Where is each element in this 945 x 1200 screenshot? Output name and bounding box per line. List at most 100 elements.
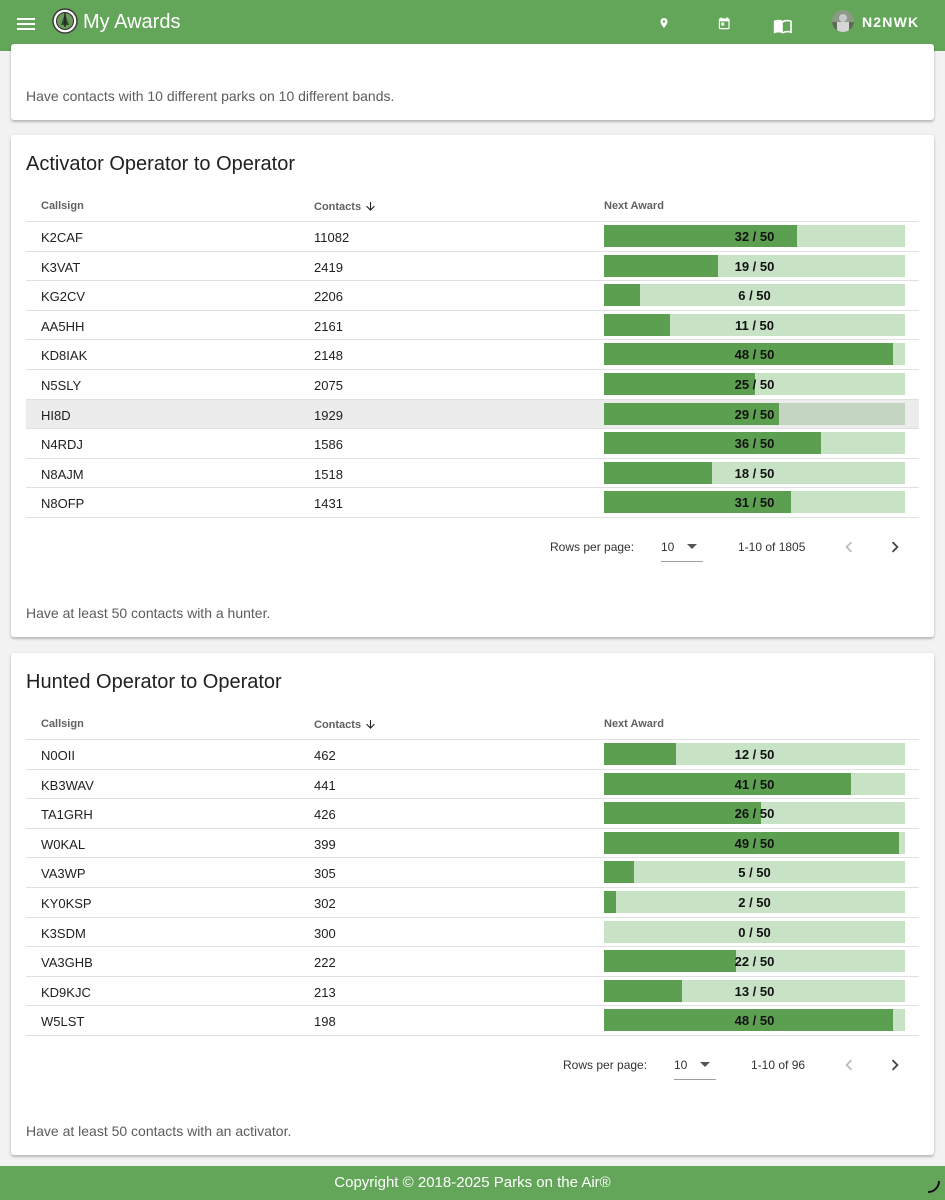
award-description: Have contacts with 10 different parks on… (26, 88, 395, 104)
rows-per-page-select[interactable]: 10 (674, 1050, 716, 1080)
progress-fill (604, 950, 737, 973)
menu-icon[interactable] (14, 12, 38, 36)
page-title: My Awards (83, 11, 181, 33)
table-row[interactable]: N8AJM 1518 18 / 50 (26, 459, 919, 489)
column-callsign[interactable]: Callsign (41, 200, 84, 212)
pagination: Rows per page: 10 1-10 of 1805 (550, 532, 910, 562)
progress-label: 19 / 50 (734, 258, 775, 274)
award-progress-bar: 49 / 50 (604, 831, 905, 854)
table-row[interactable]: KG2CV 2206 6 / 50 (26, 281, 919, 311)
table-row[interactable]: KD9KJC 213 13 / 50 (26, 977, 919, 1007)
table-row[interactable]: K3SDM 300 0 / 50 (26, 918, 919, 948)
callsign-cell: VA3GHB (41, 955, 93, 971)
dropdown-arrow-icon (687, 544, 697, 549)
progress-label: 11 / 50 (734, 317, 775, 333)
contacts-cell: 1518 (314, 466, 343, 482)
award-card-multiband: Have contacts with 10 different parks on… (11, 44, 934, 120)
contacts-cell: 2075 (314, 377, 343, 393)
progress-label: 26 / 50 (734, 806, 775, 822)
arrow-down-icon[interactable] (364, 200, 377, 213)
callsign-cell: N5SLY (41, 377, 82, 393)
table-row[interactable]: KB3WAV 441 41 / 50 (26, 770, 919, 800)
table-row[interactable]: AA5HH 2161 11 / 50 (26, 311, 919, 341)
page-range: 1-10 of 1805 (738, 540, 806, 554)
progress-label: 25 / 50 (734, 376, 775, 392)
award-progress-bar: 22 / 50 (604, 950, 905, 973)
table-row[interactable]: K3VAT 2419 19 / 50 (26, 252, 919, 282)
column-contacts[interactable]: Contacts (314, 718, 377, 731)
column-contacts[interactable]: Contacts (314, 200, 377, 213)
award-card-activator: Activator Operator to Operator Callsign … (11, 135, 934, 637)
award-progress-bar: 2 / 50 (604, 890, 905, 913)
progress-label: 49 / 50 (734, 835, 775, 851)
rows-per-page-select[interactable]: 10 (661, 532, 703, 562)
page-range: 1-10 of 96 (751, 1058, 806, 1072)
column-callsign[interactable]: Callsign (41, 718, 84, 730)
award-progress-bar: 29 / 50 (604, 402, 905, 425)
table-row[interactable]: KD8IAK 2148 48 / 50 (26, 340, 919, 370)
callsign-cell: KY0KSP (41, 895, 92, 911)
table-body: K2CAF 11082 32 / 50 K3VAT 2419 19 / 50 KG2CV 22… (26, 222, 919, 518)
callsign-cell: KD8IAK (41, 348, 88, 364)
contacts-cell: 1586 (314, 437, 343, 453)
award-progress-bar: 12 / 50 (604, 743, 905, 765)
progress-fill (604, 225, 797, 247)
contacts-cell: 441 (314, 777, 336, 793)
progress-fill (604, 979, 683, 1002)
column-next-award[interactable]: Next Award (604, 718, 664, 730)
progress-fill (604, 432, 821, 455)
progress-label: 36 / 50 (734, 436, 775, 452)
calendar-icon[interactable] (712, 12, 736, 36)
callsign-cell: W0KAL (41, 836, 86, 852)
username[interactable]: N2NWK (862, 14, 920, 30)
column-next-award[interactable]: Next Award (604, 200, 664, 212)
book-icon[interactable] (771, 12, 795, 36)
table-row[interactable]: KY0KSP 302 2 / 50 (26, 888, 919, 918)
app-bar: My Awards N2NWK (0, 0, 945, 51)
table-row[interactable]: TA1GRH 426 26 / 50 (26, 799, 919, 829)
table-row[interactable]: W0KAL 399 49 / 50 (26, 829, 919, 859)
map-pin-icon[interactable] (652, 12, 676, 36)
progress-fill (604, 402, 779, 425)
progress-fill (604, 743, 677, 765)
activator-table: Callsign Contacts Next Award K2CAF 11082 3… (26, 192, 919, 518)
hunted-table: Callsign Contacts Next Award N0OII 462 12 … (26, 710, 919, 1036)
table-row[interactable]: N0OII 462 12 / 50 (26, 740, 919, 770)
contacts-cell: 305 (314, 866, 336, 882)
user-avatar[interactable] (832, 10, 854, 32)
previous-page-icon[interactable] (838, 1054, 860, 1076)
progress-label: 13 / 50 (734, 983, 775, 999)
table-row[interactable]: VA3WP 305 5 / 50 (26, 858, 919, 888)
award-progress-bar: 6 / 50 (604, 284, 905, 307)
rows-per-page-label: Rows per page: (550, 540, 635, 554)
progress-fill (604, 890, 617, 913)
callsign-cell: KB3WAV (41, 777, 94, 793)
footer: Copyright © 2018-2025 Parks on the Air® (0, 1166, 945, 1200)
table-row[interactable]: N8OFP 1431 31 / 50 (26, 488, 919, 518)
award-progress-bar: 32 / 50 (604, 225, 905, 247)
progress-label: 18 / 50 (734, 465, 775, 481)
table-row[interactable]: VA3GHB 222 22 / 50 (26, 947, 919, 977)
pota-logo-icon[interactable] (52, 8, 78, 34)
callsign-cell: VA3WP (41, 866, 86, 882)
table-header: Callsign Contacts Next Award (26, 710, 919, 740)
table-row[interactable]: HI8D 1929 29 / 50 (26, 399, 919, 430)
table-row[interactable]: N5SLY 2075 25 / 50 (26, 370, 919, 400)
table-row[interactable]: K2CAF 11082 32 / 50 (26, 222, 919, 252)
contacts-cell: 2161 (314, 318, 343, 334)
next-page-icon[interactable] (884, 536, 906, 558)
table-row[interactable]: N4RDJ 1586 36 / 50 (26, 429, 919, 459)
arrow-down-icon[interactable] (364, 718, 377, 731)
previous-page-icon[interactable] (838, 536, 860, 558)
next-page-icon[interactable] (884, 1054, 906, 1076)
callsign-cell: AA5HH (41, 318, 85, 334)
contacts-cell: 2206 (314, 289, 343, 305)
award-progress-bar: 26 / 50 (604, 802, 905, 825)
progress-label: 48 / 50 (734, 347, 775, 363)
progress-label: 32 / 50 (734, 229, 775, 244)
award-progress-bar: 18 / 50 (604, 461, 905, 484)
table-row[interactable]: W5LST 198 48 / 50 (26, 1006, 919, 1036)
award-card-hunted: Hunted Operator to Operator Callsign Con… (11, 653, 934, 1155)
progress-label: 5 / 50 (738, 865, 771, 881)
award-progress-bar: 5 / 50 (604, 861, 905, 884)
